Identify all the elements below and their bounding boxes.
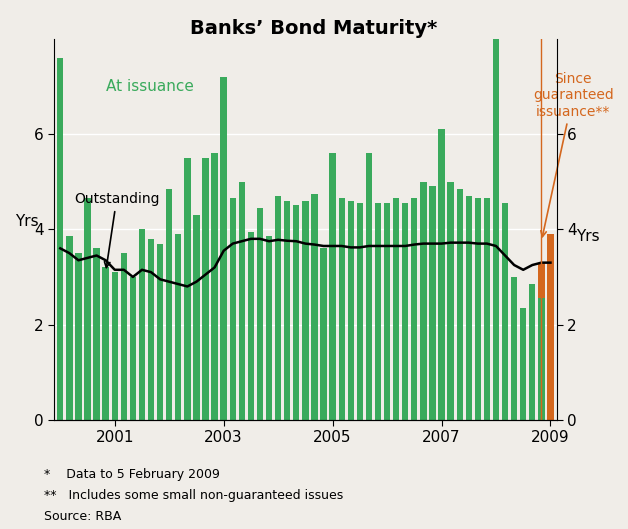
Text: At issuance: At issuance: [106, 79, 193, 94]
Bar: [148, 239, 154, 420]
Bar: [311, 194, 318, 420]
Bar: [538, 298, 544, 420]
Bar: [438, 129, 445, 420]
Bar: [402, 203, 408, 420]
Bar: [139, 229, 145, 420]
Bar: [112, 272, 118, 420]
Bar: [166, 189, 172, 420]
Bar: [202, 158, 208, 420]
Bar: [84, 198, 90, 420]
Bar: [247, 232, 254, 420]
Bar: [320, 248, 327, 420]
Bar: [66, 236, 72, 420]
Bar: [547, 234, 554, 420]
Bar: [94, 248, 100, 420]
Bar: [293, 205, 300, 420]
Y-axis label: Yrs: Yrs: [15, 214, 39, 229]
Bar: [121, 253, 127, 420]
Bar: [393, 198, 399, 420]
Bar: [338, 198, 345, 420]
Bar: [475, 198, 481, 420]
Bar: [102, 268, 109, 420]
Bar: [375, 203, 381, 420]
Bar: [330, 153, 336, 420]
Bar: [511, 277, 517, 420]
Text: Source: RBA: Source: RBA: [44, 510, 121, 524]
Bar: [184, 158, 190, 420]
Bar: [230, 198, 236, 420]
Bar: [302, 200, 308, 420]
Bar: [239, 181, 245, 420]
Text: *    Data to 5 February 2009: * Data to 5 February 2009: [44, 468, 220, 481]
Text: Since
guaranteed
issuance**: Since guaranteed issuance**: [533, 72, 614, 236]
Bar: [484, 198, 490, 420]
Y-axis label: Yrs: Yrs: [577, 229, 600, 244]
Bar: [357, 203, 363, 420]
Bar: [493, 39, 499, 420]
Bar: [447, 181, 454, 420]
Bar: [520, 308, 526, 420]
Bar: [257, 208, 263, 420]
Bar: [193, 215, 200, 420]
Bar: [284, 200, 290, 420]
Bar: [430, 186, 436, 420]
Bar: [384, 203, 390, 420]
Bar: [212, 153, 218, 420]
Bar: [411, 198, 418, 420]
Bar: [275, 196, 281, 420]
Bar: [529, 284, 536, 420]
Text: **   Includes some small non-guaranteed issues: ** Includes some small non-guaranteed is…: [44, 489, 344, 503]
Bar: [75, 253, 82, 420]
Text: Outstanding: Outstanding: [74, 192, 160, 268]
Text: Banks’ Bond Maturity*: Banks’ Bond Maturity*: [190, 19, 438, 38]
Bar: [220, 77, 227, 420]
Bar: [365, 153, 372, 420]
Bar: [347, 200, 354, 420]
Bar: [57, 58, 63, 420]
Bar: [538, 262, 544, 298]
Bar: [130, 277, 136, 420]
Bar: [266, 236, 272, 420]
Bar: [465, 196, 472, 420]
Bar: [457, 189, 463, 420]
Bar: [502, 203, 508, 420]
Bar: [420, 181, 426, 420]
Bar: [157, 243, 163, 420]
Bar: [175, 234, 181, 420]
